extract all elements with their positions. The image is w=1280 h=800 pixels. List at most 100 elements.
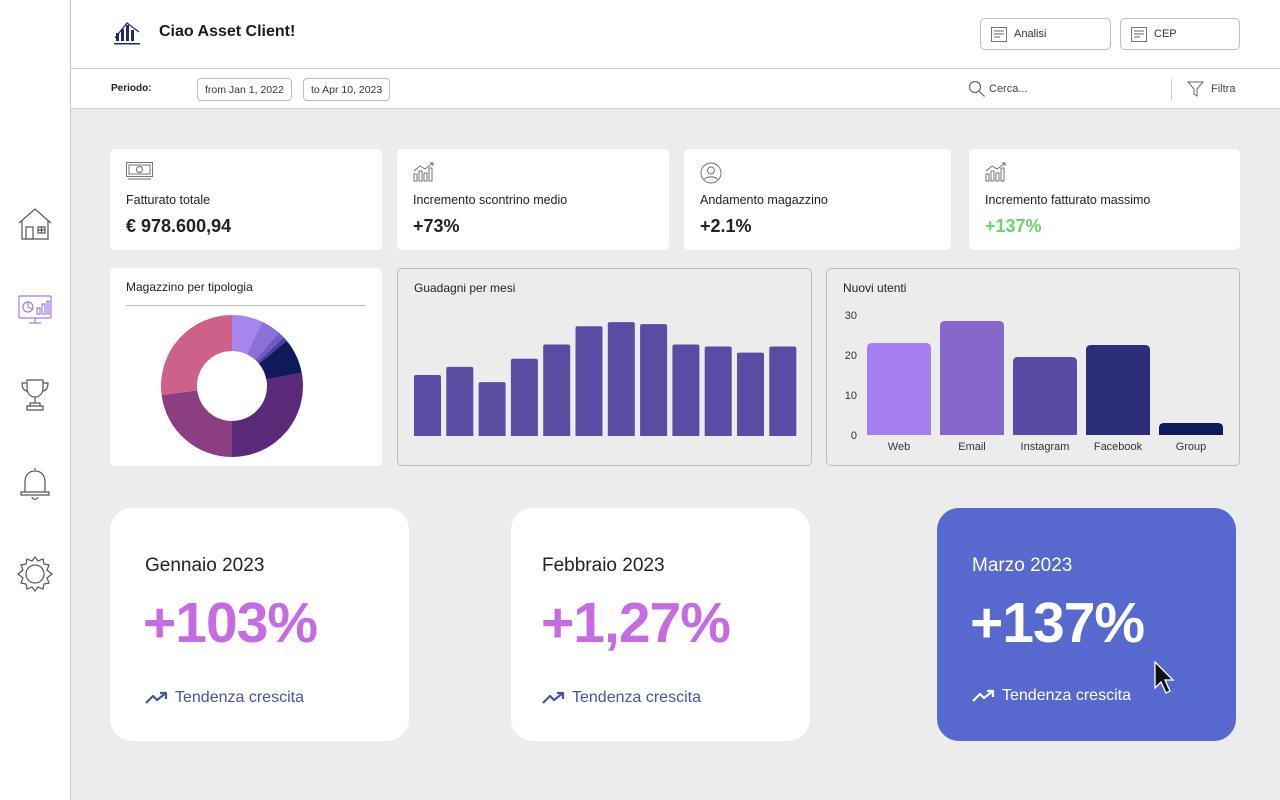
y-tick-label: 10 [845, 390, 857, 402]
filter-bar: Periodo: from Jan 1, 2022 to Apr 10, 202… [71, 69, 1280, 109]
x-tick-label: Web [888, 441, 910, 453]
kpi-label: Incremento fatturato massimo [985, 193, 1151, 207]
bar [1086, 345, 1150, 435]
bar [478, 382, 506, 436]
search-input[interactable] [989, 80, 1149, 98]
trophy-icon[interactable] [14, 374, 56, 416]
document-icon [1131, 27, 1147, 42]
month-card-marzo[interactable]: Marzo 2023 +137% Tendenza crescita [937, 508, 1236, 741]
search-icon[interactable] [968, 80, 986, 98]
bar [704, 346, 732, 436]
x-tick-label: Instagram [1021, 441, 1070, 453]
x-tick-label: Email [958, 441, 986, 453]
month-title: Marzo 2023 [972, 555, 1073, 576]
trend-up-icon [542, 691, 565, 704]
bar [607, 322, 635, 436]
donut-slice [257, 337, 287, 364]
home-icon[interactable] [14, 203, 56, 245]
donut-slice [232, 372, 303, 457]
kpi-card-fatturato: Fatturato totale € 978.600,94 [110, 149, 382, 250]
logo [114, 22, 140, 45]
chart-title: Magazzino per tipologia [126, 280, 253, 294]
document-icon [991, 27, 1007, 42]
kpi-label: Fatturato totale [126, 193, 211, 207]
bar [940, 321, 1004, 435]
donut-slice [232, 315, 263, 355]
analisi-button-label: Analisi [1014, 28, 1047, 40]
date-from-chip[interactable]: from Jan 1, 2022 [197, 78, 292, 101]
y-tick-label: 20 [845, 350, 857, 362]
trend-text: Tendenza crescita [572, 689, 701, 706]
y-tick-label: 0 [851, 430, 857, 442]
bar [510, 358, 538, 436]
trend-up-icon [972, 689, 995, 702]
bar [737, 352, 764, 436]
monthly-earnings-chart [414, 322, 797, 436]
gear-icon[interactable] [14, 553, 56, 595]
user-circle-icon [700, 162, 722, 184]
growth-chart-icon [413, 162, 434, 182]
trend-text: Tendenza crescita [175, 689, 304, 706]
bar [672, 344, 700, 436]
sidebar [0, 0, 71, 800]
bar [640, 324, 668, 436]
kpi-label: Andamento magazzino [700, 193, 828, 207]
bar [1013, 357, 1077, 435]
donut-slice [246, 321, 279, 360]
bar [1159, 423, 1223, 435]
growth-chart-icon [985, 162, 1006, 182]
bar [867, 343, 931, 435]
kpi-value: +73% [413, 216, 460, 236]
x-tick-label: Group [1176, 441, 1207, 453]
kpi-value: +2.1% [700, 216, 752, 236]
month-card-gennaio[interactable]: Gennaio 2023 +103% Tendenza crescita [110, 508, 409, 741]
new-users-card: Nuovi utenti 0 10 20 30 Web Email Instagram Fac… [826, 268, 1240, 466]
donut-slice [161, 390, 232, 457]
new-users-chart: 0 10 20 30 Web Email Instagram Facebook Group [845, 310, 1223, 453]
mouse-cursor-icon [1154, 661, 1175, 694]
filter-button-label: Filtra [1211, 83, 1236, 95]
page-title: Ciao Asset Client! [159, 23, 296, 40]
bell-icon[interactable] [14, 462, 56, 504]
y-tick-label: 30 [845, 310, 857, 322]
bar [575, 326, 603, 436]
divider [126, 305, 366, 306]
kpi-value: +137% [985, 216, 1042, 236]
dashboard-chart-icon[interactable] [14, 288, 56, 330]
header: Ciao Asset Client! Analisi CEP [71, 0, 1280, 69]
donut-chart [161, 315, 303, 457]
banknote-icon [126, 162, 153, 180]
month-value: +103% [143, 591, 318, 655]
date-to-chip[interactable]: to Apr 10, 2023 [303, 78, 391, 101]
bar [446, 366, 474, 436]
analisi-button[interactable]: Analisi [980, 18, 1111, 50]
kpi-value: € 978.600,94 [126, 216, 232, 236]
donut-slice [255, 332, 284, 363]
month-title: Febbraio 2023 [542, 555, 665, 576]
donut-slice [161, 315, 232, 395]
month-value: +1,27% [541, 591, 731, 655]
cep-button-label: CEP [1154, 28, 1177, 40]
chart-title: Guadagni per mesi [414, 281, 516, 295]
chart-title: Nuovi utenti [843, 281, 907, 295]
donut-chart-card: Magazzino per tipologia [110, 268, 382, 466]
month-value: +137% [970, 591, 1145, 655]
kpi-card-scontrino: Incremento scontrino medio +73% [397, 149, 669, 250]
divider [1171, 79, 1172, 100]
bar [414, 375, 441, 436]
period-label: Periodo: [111, 83, 152, 94]
trend-up-icon [145, 691, 168, 704]
x-tick-label: Facebook [1094, 441, 1143, 453]
filter-icon [1187, 81, 1204, 97]
kpi-card-magazzino: Andamento magazzino +2.1% [684, 149, 951, 250]
kpi-card-fatturato-massimo: Incremento fatturato massimo +137% [969, 149, 1240, 250]
kpi-label: Incremento scontrino medio [413, 193, 568, 207]
month-title: Gennaio 2023 [145, 555, 265, 576]
monthly-earnings-card: Guadagni per mesi [397, 268, 812, 466]
cep-button[interactable]: CEP [1120, 18, 1240, 50]
trend-text: Tendenza crescita [1002, 687, 1131, 704]
month-card-febbraio[interactable]: Febbraio 2023 +1,27% Tendenza crescita [511, 508, 810, 741]
bar [769, 346, 797, 436]
bar [543, 344, 571, 436]
donut-slice [258, 340, 302, 380]
